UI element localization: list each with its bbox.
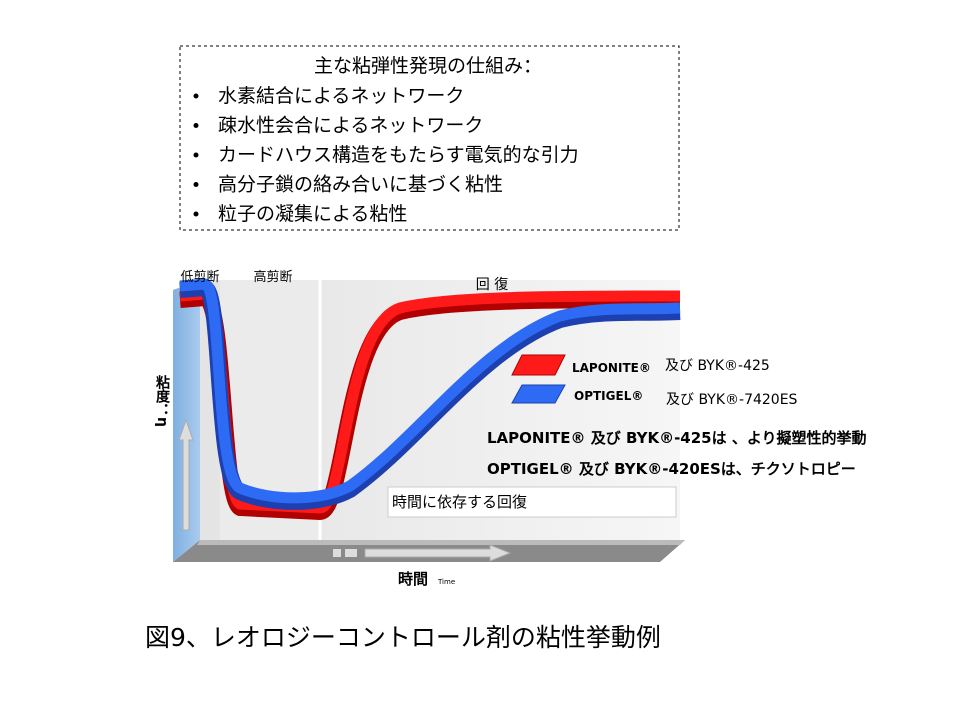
low-shear-label: 低剪断 [180, 269, 219, 285]
floor-edge [197, 540, 685, 545]
recovery-label: 回 復 [476, 276, 508, 293]
note: LAPONITE® 及び BYK®-425は 、より擬塑性的挙動 [487, 429, 867, 447]
bullet [193, 123, 199, 128]
x-axis-label-en: Time [437, 578, 455, 586]
mechanism-box [179, 45, 680, 231]
mechanism-item: 疎水性会合によるネットワーク [218, 115, 483, 137]
high-shear-label: 高剪断 [253, 269, 292, 285]
blue-curve [179, 278, 681, 504]
legend-swatch-blue [511, 384, 566, 404]
legend-swatch-red [511, 354, 566, 376]
mechanism-item: 水素結合によるネットワーク [218, 85, 464, 107]
bullet [193, 93, 199, 99]
x-arrow-dash [345, 549, 357, 557]
x-arrow-dash [333, 549, 341, 557]
callout-box [387, 486, 677, 518]
y-arrow [178, 418, 194, 531]
bullet [193, 211, 199, 217]
mechanism-item: 粒子の凝集による粘性 [218, 203, 407, 225]
x-arrow [364, 544, 512, 562]
legend-name: LAPONITE® [572, 361, 651, 375]
mechanism-item: 高分子鎖の絡み合いに基づく粘性 [218, 174, 503, 196]
legend-detail: 及び BYK®-7420ES [666, 392, 798, 408]
bullet [193, 152, 199, 158]
bullet [193, 182, 199, 187]
callout: 時間に依存する回復 [392, 493, 527, 511]
box-title: 主な粘弾性発現の仕組み： [314, 55, 542, 77]
x-axis-label: 時間 [398, 570, 428, 588]
y-axis-label: 粘度：η [154, 374, 170, 427]
mechanism-item: カードハウス構造をもたらす電気的な引力 [218, 144, 579, 166]
note: OPTIGEL® 及び BYK®-420ESは、チクソトロピー [487, 460, 856, 478]
caption: 図9、レオロジーコントロール剤の粘性挙動例 [145, 623, 661, 652]
legend-detail: 及び BYK®-425 [665, 358, 770, 374]
legend-name: OPTIGEL® [574, 389, 643, 403]
